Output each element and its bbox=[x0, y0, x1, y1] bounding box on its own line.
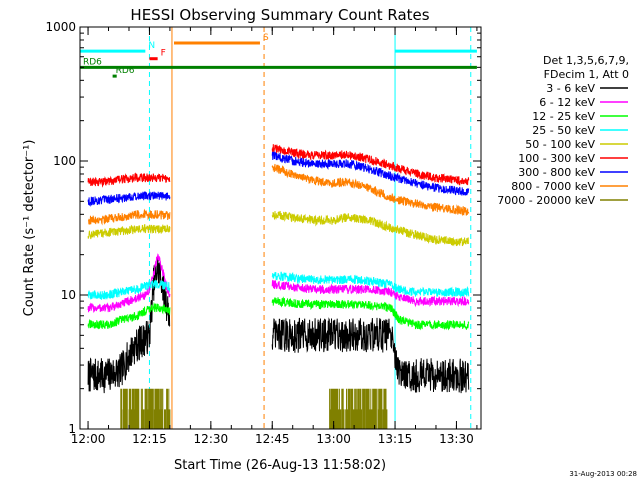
legend-label-3-6-kev: 3 - 6 keV bbox=[546, 82, 595, 95]
x-tick-label-7: 13:30 bbox=[439, 432, 474, 446]
flag-label-1: N bbox=[148, 41, 155, 51]
series-300-800-kev-segment-1 bbox=[87, 191, 171, 207]
legend-label-300-800-kev: 300 - 800 keV bbox=[518, 166, 595, 179]
footer-timestamp: 31-Aug-2013 00:28 bbox=[569, 470, 637, 478]
legend-label-7000-20000-kev: 7000 - 20000 keV bbox=[497, 194, 595, 207]
series-800-7000-kev-segment-1 bbox=[87, 208, 171, 226]
series-800-7000-kev-segment-2 bbox=[271, 163, 470, 217]
series-12-25-kev bbox=[87, 296, 470, 331]
series-7000-20000-kev-segment-2 bbox=[329, 388, 388, 429]
legend-label-800-7000-kev: 800 - 7000 keV bbox=[511, 180, 595, 193]
axes: 12:00 12:15 12:30 12:45 13:00 13:15 13:30 1 10 10… bbox=[45, 20, 481, 446]
legend-label-50-100-kev: 50 - 100 keV bbox=[525, 138, 595, 151]
series-12-25-kev-segment-2 bbox=[271, 296, 470, 331]
legend-label-100-300-kev: 100 - 300 keV bbox=[518, 152, 595, 165]
series-300-800-kev-segment-2 bbox=[271, 151, 470, 197]
legend-header-line-2: FDecim 1, Att 0 bbox=[544, 68, 629, 81]
y-tick-label-1: 1 bbox=[68, 422, 76, 436]
series-100-300-kev bbox=[87, 144, 470, 188]
x-tick-label-4: 12:45 bbox=[255, 432, 290, 446]
series-6-12-kev-segment-1 bbox=[87, 253, 171, 313]
x-tick-label-2: 12:15 bbox=[132, 432, 167, 446]
flag-bars: N S F RD6 RD6 bbox=[80, 33, 477, 78]
chart-title: HESSI Observing Summary Count Rates bbox=[130, 6, 429, 24]
legend-label-12-25-kev: 12 - 25 keV bbox=[532, 110, 595, 123]
legend-header-line-1: Det 1,3,5,6,7,9, bbox=[543, 54, 629, 67]
series-6-12-kev-segment-2 bbox=[271, 279, 470, 308]
x-axis-label: Start Time (26-Aug-13 11:58:02) bbox=[174, 458, 386, 473]
series-25-50-kev-segment-1 bbox=[87, 280, 171, 301]
series-layer bbox=[87, 144, 470, 429]
series-50-100-kev bbox=[87, 210, 470, 247]
x-tick-label-6: 13:15 bbox=[378, 432, 413, 446]
series-6-12-kev bbox=[87, 253, 470, 313]
y-tick-label-3: 100 bbox=[53, 154, 76, 168]
series-7000-20000-kev bbox=[120, 388, 388, 429]
legend: Det 1,3,5,6,7,9, FDecim 1, Att 0 3 - 6 k… bbox=[497, 54, 629, 207]
flag-label-5: RD6 bbox=[116, 66, 135, 76]
y-tick-label-2: 10 bbox=[61, 288, 76, 302]
series-3-6-kev-segment-2 bbox=[271, 317, 470, 394]
legend-label-25-50-kev: 25 - 50 keV bbox=[532, 124, 595, 137]
series-100-300-kev-segment-2 bbox=[271, 144, 470, 186]
series-100-300-kev-segment-1 bbox=[87, 172, 171, 188]
y-tick-label-4: 1000 bbox=[45, 20, 76, 34]
legend-label-6-12-kev: 6 - 12 keV bbox=[539, 96, 595, 109]
x-tick-label-3: 12:30 bbox=[194, 432, 229, 446]
x-tick-label-5: 13:00 bbox=[316, 432, 351, 446]
flag-label-3: F bbox=[161, 49, 166, 59]
series-12-25-kev-segment-1 bbox=[87, 301, 171, 330]
series-50-100-kev-segment-2 bbox=[271, 210, 470, 247]
flag-label-2: S bbox=[263, 33, 269, 43]
series-3-6-kev-segment-1 bbox=[87, 256, 171, 394]
x-tick-label-1: 12:00 bbox=[71, 432, 106, 446]
series-300-800-kev bbox=[87, 151, 470, 207]
series-800-7000-kev bbox=[87, 163, 470, 226]
series-50-100-kev-segment-1 bbox=[87, 224, 171, 240]
plot-frame bbox=[79, 26, 482, 430]
series-25-50-kev bbox=[87, 271, 470, 301]
series-3-6-kev bbox=[87, 256, 470, 394]
series-7000-20000-kev-segment-1 bbox=[120, 388, 171, 429]
y-axis-label: Count Rate (s⁻¹ detector⁻¹) bbox=[22, 140, 37, 317]
series-25-50-kev-segment-2 bbox=[271, 271, 470, 298]
flag-label-4: RD6 bbox=[83, 57, 102, 67]
